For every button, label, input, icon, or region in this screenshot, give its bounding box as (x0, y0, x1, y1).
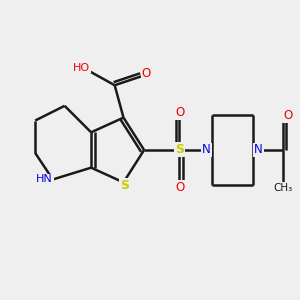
Text: N: N (202, 143, 211, 157)
Text: CH₃: CH₃ (273, 183, 292, 193)
Text: O: O (176, 181, 185, 194)
Text: HN: HN (36, 174, 53, 184)
Text: S: S (121, 179, 130, 192)
Text: HO: HO (73, 63, 90, 73)
Text: O: O (142, 67, 151, 80)
Text: O: O (176, 106, 185, 119)
Text: O: O (283, 109, 292, 122)
Text: S: S (175, 143, 184, 157)
Text: N: N (254, 143, 263, 157)
